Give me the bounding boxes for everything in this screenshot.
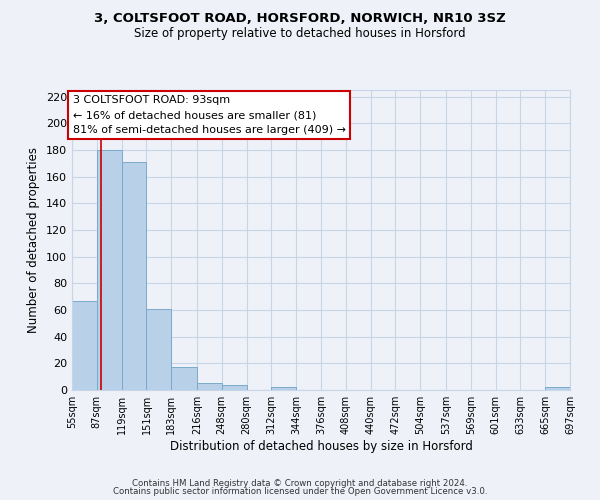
Text: 3, COLTSFOOT ROAD, HORSFORD, NORWICH, NR10 3SZ: 3, COLTSFOOT ROAD, HORSFORD, NORWICH, NR… bbox=[94, 12, 506, 26]
Bar bbox=[72, 300, 97, 390]
Bar bbox=[122, 162, 146, 390]
Bar bbox=[545, 388, 570, 390]
Text: Contains HM Land Registry data © Crown copyright and database right 2024.: Contains HM Land Registry data © Crown c… bbox=[132, 478, 468, 488]
Text: 3 COLTSFOOT ROAD: 93sqm
← 16% of detached houses are smaller (81)
81% of semi-de: 3 COLTSFOOT ROAD: 93sqm ← 16% of detache… bbox=[73, 96, 346, 135]
Y-axis label: Number of detached properties: Number of detached properties bbox=[28, 147, 40, 333]
Bar bbox=[97, 150, 122, 390]
Bar bbox=[171, 368, 197, 390]
Text: Contains public sector information licensed under the Open Government Licence v3: Contains public sector information licen… bbox=[113, 488, 487, 496]
Bar bbox=[197, 384, 222, 390]
Bar bbox=[271, 388, 296, 390]
Bar bbox=[146, 308, 171, 390]
X-axis label: Distribution of detached houses by size in Horsford: Distribution of detached houses by size … bbox=[170, 440, 472, 453]
Text: Size of property relative to detached houses in Horsford: Size of property relative to detached ho… bbox=[134, 28, 466, 40]
Bar bbox=[222, 384, 247, 390]
